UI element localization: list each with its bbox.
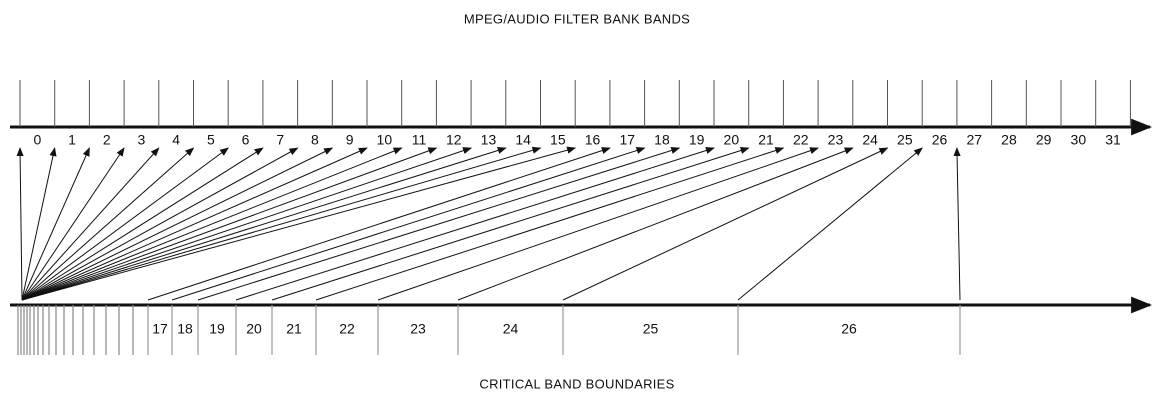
band-label: 0 [33,132,41,148]
mapping-arrow [737,147,923,301]
band-label: 4 [172,132,180,148]
band-label: 15 [550,132,566,148]
critical-band-label: 25 [643,321,659,337]
mapping-arrow [16,147,24,301]
band-label: 21 [758,132,774,148]
mapping-arrow [21,146,542,301]
band-label: 18 [654,132,670,148]
band-label: 17 [619,132,635,148]
mapping-arrow [21,146,507,301]
band-label: 22 [793,132,809,148]
mapping-arrow [21,147,438,301]
mapping-arrow [197,147,681,301]
band-label: 12 [446,132,462,148]
critical-band-label: 22 [339,321,355,337]
mapping-arrow [315,147,785,301]
mapping-arrow [21,147,334,301]
band-label: 27 [966,132,982,148]
critical-band-label: 20 [246,321,262,337]
band-label: 9 [346,132,354,148]
critical-band-label: 23 [410,321,426,337]
band-label: 23 [828,132,844,148]
mapping-arrow [21,147,57,301]
band-label: 29 [1036,132,1052,148]
band-label: 16 [585,132,601,148]
band-label: 24 [862,132,878,148]
band-label: 19 [689,132,705,148]
band-label: 30 [1071,132,1087,148]
mapping-arrow [21,147,160,301]
critical-band-label: 21 [286,321,302,337]
mapping-arrow [562,147,889,301]
band-label: 31 [1105,132,1121,148]
critical-band-label: 26 [841,321,857,337]
mapping-arrow [21,147,299,301]
critical-band-label: 17 [152,321,168,337]
band-label: 2 [103,132,111,148]
mapping-arrow [377,147,819,301]
band-label: 11 [412,132,427,148]
band-label: 8 [311,132,319,148]
mapping-arrow [21,147,125,301]
band-label: 1 [68,132,76,148]
band-label: 25 [897,132,913,148]
title: MPEG/AUDIO FILTER BANK BANDS [464,11,690,26]
mapping-arrow [21,147,229,301]
band-label: 5 [207,132,215,148]
mapping-arrow [171,147,646,301]
mapping-arrow [21,147,264,301]
mapping-arrow [21,147,472,301]
mapping-arrow [147,147,611,301]
band-label: 20 [724,132,740,148]
critical-band-label: 19 [209,321,225,337]
mapping-arrow [235,147,715,301]
mapping-arrow [21,147,195,301]
mapping-arrow [271,147,750,301]
critical-band-label: 18 [177,321,193,337]
mapping-arrow [457,147,854,301]
band-label: 26 [932,132,948,148]
band-label: 6 [242,132,250,148]
band-label: 13 [481,132,497,148]
mapping-arrow [21,147,90,301]
band-label: 10 [377,132,393,148]
critical-band-label: 24 [503,321,519,337]
band-label: 7 [276,132,284,148]
mapping-arrow [21,147,368,301]
bottom-title: CRITICAL BAND BOUNDARIES [479,376,674,391]
band-label: 3 [138,132,146,148]
band-label: 14 [515,132,531,148]
mapping-arrow [21,146,577,301]
band-label: 28 [1001,132,1017,148]
mapping-arrow [953,147,961,301]
mapping-arrow [21,147,403,301]
